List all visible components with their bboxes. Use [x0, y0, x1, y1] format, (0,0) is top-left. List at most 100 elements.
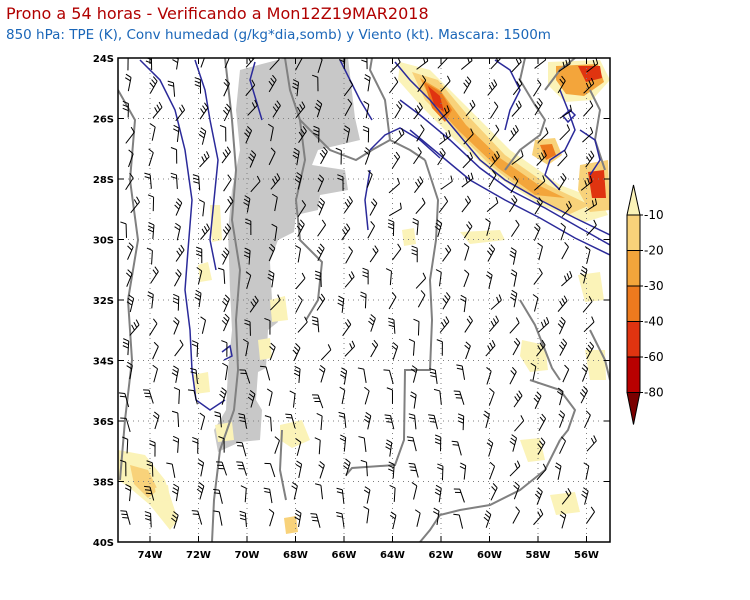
wind-barb [583, 77, 595, 94]
wind-barb [512, 337, 521, 356]
wind-barb [238, 413, 248, 429]
wind-barb [199, 151, 210, 168]
wind-barb [510, 269, 518, 287]
wind-barb [268, 508, 275, 527]
wind-barb [511, 150, 524, 165]
wind-barb [174, 339, 184, 357]
wind-barb [269, 342, 276, 361]
wind-barb [486, 196, 499, 213]
wind-barb [173, 317, 180, 335]
wind-barb [312, 394, 324, 409]
wind-barb [149, 123, 156, 141]
wind-barb [534, 175, 546, 191]
wind-barb [487, 79, 498, 96]
wind-barb [144, 511, 152, 528]
wind-barb [248, 150, 257, 168]
wind-barb [120, 417, 131, 432]
wind-barb [172, 293, 180, 311]
wind-barb [295, 438, 302, 456]
wind-barb [338, 411, 347, 428]
colorbar-swatch [626, 356, 641, 393]
wind-barb [146, 247, 153, 265]
wind-barb [295, 272, 306, 290]
wind-barb [413, 147, 422, 165]
wind-barb [367, 221, 376, 239]
wind-barb [586, 219, 597, 236]
wind-barb [319, 146, 328, 165]
wind-barb [362, 267, 369, 285]
wind-barb [580, 175, 593, 191]
wind-barb [198, 199, 205, 217]
wind-barb [200, 58, 205, 68]
wind-barb [512, 78, 523, 96]
lat-label: 28S [93, 175, 114, 186]
wind-barb [128, 149, 134, 168]
wind-barb [534, 58, 547, 69]
wind-barb [267, 123, 274, 142]
wind-barb [148, 148, 154, 167]
wind-barb [583, 462, 590, 480]
wind-barb [366, 170, 373, 188]
wind-barb [558, 58, 571, 73]
wind-barb [410, 365, 418, 383]
wind-barb [453, 513, 464, 529]
wind-barb [533, 223, 541, 241]
wind-barb [514, 415, 525, 432]
wind-barb [295, 460, 303, 478]
wind-barb [268, 243, 276, 262]
wind-barb [559, 124, 571, 141]
wind-barb [314, 437, 321, 455]
lon-label: 66W [332, 550, 357, 561]
wind-barb [437, 148, 446, 166]
wind-barb [417, 290, 426, 308]
wind-barb [218, 436, 225, 453]
wind-barb [175, 244, 185, 262]
wind-barb [364, 147, 371, 165]
wind-barb [463, 243, 470, 261]
wind-barb [510, 289, 518, 308]
wind-barb [263, 487, 273, 504]
wind-barb [126, 361, 133, 380]
wind-barb [125, 126, 135, 144]
wind-barb [388, 76, 399, 94]
wind-barb [341, 223, 351, 241]
wind-barb [509, 195, 518, 213]
wind-barb [509, 366, 517, 385]
wind-barb [318, 364, 326, 383]
colorbar-arrow-bottom [626, 392, 641, 425]
wind-barb [559, 510, 567, 529]
wind-barb [174, 222, 181, 241]
wind-barb [167, 80, 176, 97]
wind-barb [296, 219, 305, 237]
wind-barb [534, 487, 543, 505]
wind-barb [292, 79, 300, 97]
wind-barb [143, 389, 154, 404]
wind-barb [559, 104, 572, 119]
wind-barb [460, 58, 473, 70]
wind-barb [221, 146, 231, 164]
wind-barb [119, 459, 127, 477]
wind-barb [554, 462, 562, 480]
wind-barb [363, 412, 372, 430]
wind-barb [222, 362, 229, 381]
wind-barb [368, 314, 376, 332]
wind-barb [344, 340, 356, 357]
wind-barbs [118, 58, 599, 530]
wind-barb [122, 436, 129, 454]
wind-barb [511, 100, 522, 117]
colorbar-label: -10 [644, 208, 664, 222]
wind-barb [387, 219, 395, 236]
wind-barb [485, 218, 491, 236]
wind-barb [414, 509, 421, 527]
wind-barb [192, 436, 199, 454]
wind-barb [343, 196, 353, 214]
wind-barb [428, 414, 438, 430]
wind-barb [389, 511, 397, 530]
wind-barb [561, 241, 569, 260]
lat-label: 36S [93, 417, 114, 428]
wind-barb [249, 295, 259, 313]
wind-barb [464, 315, 473, 333]
wind-barb [316, 243, 325, 262]
wind-barb [509, 460, 521, 477]
